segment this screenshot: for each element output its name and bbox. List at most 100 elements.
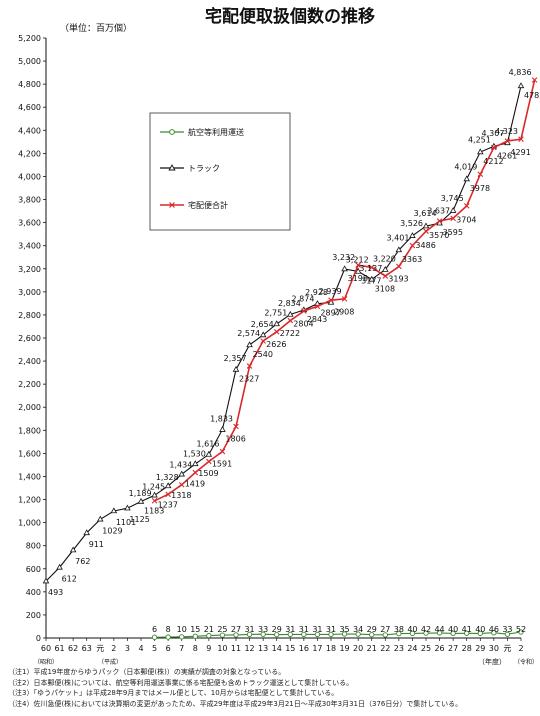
data-label-truck: 2626 bbox=[266, 340, 286, 349]
y-tick-label: 2,600 bbox=[18, 334, 41, 343]
data-labels: 6 8 10 15 21 25 27 31 33 29 31 31 31 31 35 34 29 27 38 40 42… bbox=[48, 68, 540, 634]
data-label-truck: 1419 bbox=[185, 479, 205, 488]
data-label-air: 29 bbox=[367, 625, 377, 634]
x-tick-label: 27 bbox=[448, 644, 458, 653]
point-air bbox=[206, 632, 212, 639]
x-tick-label: 9 bbox=[206, 644, 211, 653]
point-truck bbox=[449, 207, 457, 213]
point-total bbox=[165, 491, 171, 498]
x-tick-label: 21 bbox=[367, 644, 377, 653]
data-label-truck: 3704 bbox=[456, 216, 476, 225]
y-tick-label: 1,000 bbox=[18, 519, 41, 528]
y-tick-label: 2,400 bbox=[18, 357, 41, 366]
point-air bbox=[396, 630, 402, 637]
point-total bbox=[368, 264, 375, 271]
point-total bbox=[396, 263, 402, 270]
data-label-air: 31 bbox=[244, 625, 254, 634]
x-tick-label: 29 bbox=[475, 644, 485, 653]
point-total bbox=[382, 273, 389, 279]
point-total bbox=[477, 171, 484, 178]
point-total bbox=[504, 138, 511, 144]
y-tick-label: 4,600 bbox=[18, 103, 41, 112]
unit-label: （単位：百万個） bbox=[60, 22, 132, 34]
data-label-total: 2,357 bbox=[224, 354, 247, 363]
data-label-truck: 2722 bbox=[280, 329, 300, 338]
point-total bbox=[273, 328, 280, 335]
data-label-total: 1,833 bbox=[210, 415, 233, 424]
point-truck bbox=[110, 507, 118, 514]
data-label-air: 33 bbox=[258, 625, 268, 634]
x-tick-label: 4 bbox=[138, 644, 143, 653]
data-label-air: 44 bbox=[434, 625, 444, 634]
series-line-air bbox=[154, 631, 522, 638]
y-tick-label: 3,000 bbox=[18, 288, 41, 297]
y-tick-label: 4,400 bbox=[18, 126, 41, 135]
point-total bbox=[341, 296, 348, 302]
point-air bbox=[436, 630, 443, 636]
x-axis: 60 61 62 63 元 2 3 4 5 6 7 8 9 10 11 12 13 14 15 16 17 18 19 20 2… bbox=[41, 637, 524, 653]
x-tick-label: 12 bbox=[244, 644, 254, 653]
data-label-truck: 2327 bbox=[239, 375, 259, 384]
data-label-truck: 3570 bbox=[429, 231, 449, 240]
data-label-truck: 4261 bbox=[497, 151, 517, 160]
point-total bbox=[355, 262, 361, 268]
data-label-truck: 911 bbox=[89, 540, 104, 549]
series-lines bbox=[42, 77, 538, 640]
point-air bbox=[450, 630, 456, 637]
series-air bbox=[151, 629, 524, 640]
point-air bbox=[287, 631, 293, 638]
point-truck bbox=[273, 320, 280, 327]
point-total bbox=[518, 136, 524, 142]
point-air bbox=[179, 634, 185, 640]
legend-marker-truck bbox=[168, 164, 176, 171]
data-label-air: 25 bbox=[217, 625, 227, 634]
point-total bbox=[287, 317, 294, 324]
point-air bbox=[341, 631, 348, 637]
x-axis-unit-label: （年度） bbox=[478, 657, 506, 666]
data-label-air: 21 bbox=[204, 625, 214, 634]
point-truck bbox=[42, 577, 50, 584]
point-air bbox=[301, 631, 307, 638]
x-tick-label: 60 bbox=[41, 644, 51, 653]
y-tick-label: 4,200 bbox=[18, 149, 41, 158]
point-air bbox=[369, 632, 375, 638]
data-label-air: 40 bbox=[407, 625, 417, 634]
x-tick-label: 16 bbox=[299, 644, 309, 653]
y-tick-label: 2,800 bbox=[18, 311, 41, 320]
data-label-air: 29 bbox=[272, 625, 282, 634]
point-total bbox=[206, 458, 212, 465]
point-air bbox=[165, 634, 171, 640]
x-tick-label: 10 bbox=[217, 644, 227, 653]
point-air bbox=[151, 634, 158, 640]
point-total bbox=[436, 218, 443, 224]
point-air bbox=[355, 631, 361, 637]
point-total bbox=[450, 215, 456, 222]
x-tick-label: 2 bbox=[111, 644, 116, 653]
data-label-truck: 1591 bbox=[212, 459, 232, 468]
y-tick-label: 1,400 bbox=[18, 472, 41, 481]
data-label-truck: 2843 bbox=[307, 315, 327, 324]
data-label-total: 3,220 bbox=[373, 254, 396, 263]
point-truck bbox=[368, 275, 375, 282]
point-air bbox=[382, 632, 388, 638]
data-label-truck: 4785 bbox=[524, 91, 540, 100]
data-label-air: 40 bbox=[475, 625, 485, 634]
x-tick-label: 19 bbox=[339, 644, 349, 653]
data-label-total: 3,526 bbox=[400, 219, 423, 228]
legend: 航空等利用運送 トラック 宅配便合計 bbox=[149, 112, 291, 231]
x-tick-label: 30 bbox=[489, 644, 499, 653]
data-label-total: 3,745 bbox=[441, 194, 464, 203]
data-label-air: 27 bbox=[231, 625, 241, 634]
data-label-air: 8 bbox=[166, 625, 171, 634]
data-label-truck: 612 bbox=[62, 574, 77, 583]
data-label-air: 31 bbox=[299, 625, 309, 634]
data-label-total: 2,939 bbox=[319, 287, 342, 296]
point-truck bbox=[97, 515, 104, 522]
era-label-showa: （昭和） bbox=[34, 658, 58, 666]
point-air bbox=[504, 631, 511, 637]
data-label-total: 4,251 bbox=[468, 136, 491, 145]
y-tick-label: 5,200 bbox=[18, 34, 41, 43]
x-tick-label: 13 bbox=[258, 644, 268, 653]
data-label-air: 27 bbox=[380, 625, 390, 634]
data-label-total: 1,434 bbox=[169, 461, 192, 470]
